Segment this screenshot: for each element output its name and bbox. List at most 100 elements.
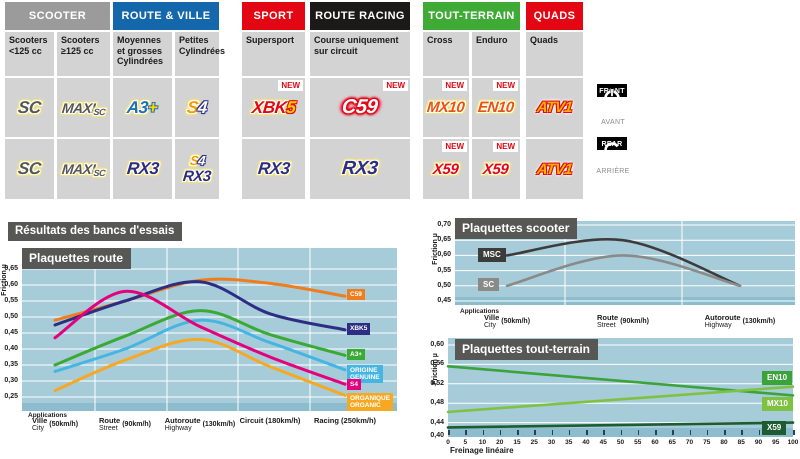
rear-cell-atv1: ATV1 (526, 139, 583, 199)
legend-chip-ORIGINE: ORIGINE GENUINE (347, 365, 383, 384)
terrain-tick-mark (706, 430, 709, 435)
terrain-xtick: 20 (496, 439, 504, 446)
product-badge-rx3: RX3 (256, 159, 291, 178)
terrain-ylabel: Friction µ (432, 353, 439, 385)
terrain-xtick: 45 (599, 439, 607, 446)
route-ylabel: Friction µ (1, 264, 8, 296)
rear-cell-x59-cross: NEW X59 (423, 139, 469, 199)
new-badge: NEW (493, 80, 518, 91)
terrain-xtick: 35 (565, 439, 573, 446)
product-badge-maxi-sc: MAXISC (60, 99, 106, 117)
series-line-MSC (505, 238, 742, 288)
scooter-ytick: 0,50 (437, 281, 451, 289)
column-scooters-over-125: Scooters ≥125 cc (57, 32, 110, 76)
legend-chip-EN10: EN10 (762, 371, 793, 386)
column-supersport: Supersport (242, 32, 305, 76)
column-petites-cylindrees: Petites Cylindrées (175, 32, 225, 76)
legend-chip-XBK5: XBK5 (347, 323, 371, 335)
product-badge-atv1: ATV1 (535, 99, 574, 116)
avant-label: AVANT (601, 119, 625, 126)
new-badge: NEW (493, 141, 518, 152)
terrain-tick-mark (689, 430, 691, 435)
product-badge-x59: X59 (482, 160, 510, 178)
product-badge-xbk5: XBK5 (250, 97, 297, 117)
front-cell-maxisc: MAXISC (57, 78, 110, 137)
series-line-ORGANIQUE (53, 337, 347, 397)
terrain-xtick: 90 (754, 439, 763, 446)
rear-cell-s4-rx3: S4 RX3 (175, 139, 219, 199)
product-badge-atv1: ATV1 (535, 160, 574, 178)
terrain-xtick: 75 (703, 439, 711, 446)
terrain-ytick: 0,40 (430, 432, 444, 439)
terrain-xtick: 30 (547, 439, 556, 446)
route-axis-strip (22, 403, 397, 411)
terrain-tick-mark (465, 430, 467, 435)
column-cross: Cross (423, 32, 469, 76)
terrain-x-caption: Freinage linéaire (450, 446, 514, 455)
terrain-tick-mark (534, 430, 536, 435)
scooter-ytick: 0,60 (437, 251, 451, 259)
terrain-xtick: 40 (582, 439, 590, 446)
front-position-indicator: FRONT (597, 84, 627, 106)
rear-position-indicator: REAR (597, 137, 627, 158)
route-x-label: Ville City (50km/h) (31, 416, 79, 433)
terrain-chart-title: Plaquettes tout-terrain (455, 339, 599, 360)
column-quads: Quads (526, 32, 583, 76)
front-cell-s4: S4 (175, 78, 219, 137)
new-badge: NEW (278, 80, 303, 91)
product-badge-maxi-sc: MAXISC (60, 161, 106, 178)
product-badge-mx10: MX10 (426, 99, 466, 116)
route-ytick: 0,25 (4, 393, 18, 400)
legend-chip-X59: X59 (762, 421, 787, 435)
scooter-ytick: 0,65 (437, 236, 451, 244)
front-cell-c59: NEW C59 (310, 78, 410, 137)
product-badge-s4: S4 (186, 97, 208, 117)
front-cell-en10: NEW EN10 (472, 78, 520, 137)
scooter-ytick: 0,45 (437, 297, 451, 304)
terrain-tick-mark (620, 430, 622, 435)
product-badge-c59: C59 (341, 96, 379, 118)
terrain-tick-mark (448, 430, 450, 435)
terrain-xtick: 100 (787, 439, 799, 446)
front-cell-sc: SC (5, 78, 54, 137)
terrain-tick-mark (482, 430, 484, 435)
terrain-tick-mark (741, 430, 743, 435)
terrain-tick-mark (517, 430, 519, 435)
terrain-xtick: 80 (720, 439, 728, 446)
scooter-x-label: Route Street (90km/h) (596, 313, 650, 330)
legend-chip-C59: C59 (347, 289, 365, 301)
terrain-xtick: 25 (530, 439, 538, 446)
terrain-xtick: 15 (513, 439, 521, 446)
new-badge: NEW (442, 80, 467, 91)
series-line-X59 (446, 421, 795, 429)
scooter-chart-title: Plaquettes scooter (455, 218, 578, 239)
terrain-ytick: 0,44 (430, 418, 444, 426)
route-ytick: 0,35 (4, 361, 18, 368)
terrain-xtick: 55 (634, 439, 642, 446)
rear-cell-rx3-racing: RX3 (310, 139, 410, 199)
terrain-plot-svg (446, 344, 795, 429)
route-chart-title: Plaquettes route (22, 248, 132, 269)
header-scooter: SCOOTER (5, 2, 110, 30)
terrain-ytick: 0,52 (430, 379, 444, 387)
arriere-label: ARRIÈRE (596, 168, 630, 175)
product-badge-x59: X59 (432, 160, 460, 178)
rear-brake-icon (604, 142, 622, 158)
product-badge-sc: SC (17, 159, 42, 178)
scooter-plot-svg (455, 221, 795, 305)
terrain-tick-mark (586, 430, 588, 435)
route-x-label: Autoroute Highway (130km/h) (164, 416, 236, 433)
header-route-ville: ROUTE & VILLE (113, 2, 219, 30)
terrain-xtick: 85 (737, 439, 745, 446)
terrain-tick-mark (793, 430, 795, 435)
terrain-tick-mark (568, 430, 571, 435)
series-line-A3+ (53, 309, 347, 367)
product-badge-sc: SC (17, 97, 42, 117)
series-line-MX10 (446, 385, 795, 414)
terrain-tick-mark (551, 430, 553, 435)
terrain-tick-mark (655, 430, 657, 435)
terrain-ytick: 0,56 (430, 360, 444, 368)
front-cell-a3plus: A3+ (113, 78, 172, 137)
route-ytick: 0,30 (4, 377, 18, 384)
